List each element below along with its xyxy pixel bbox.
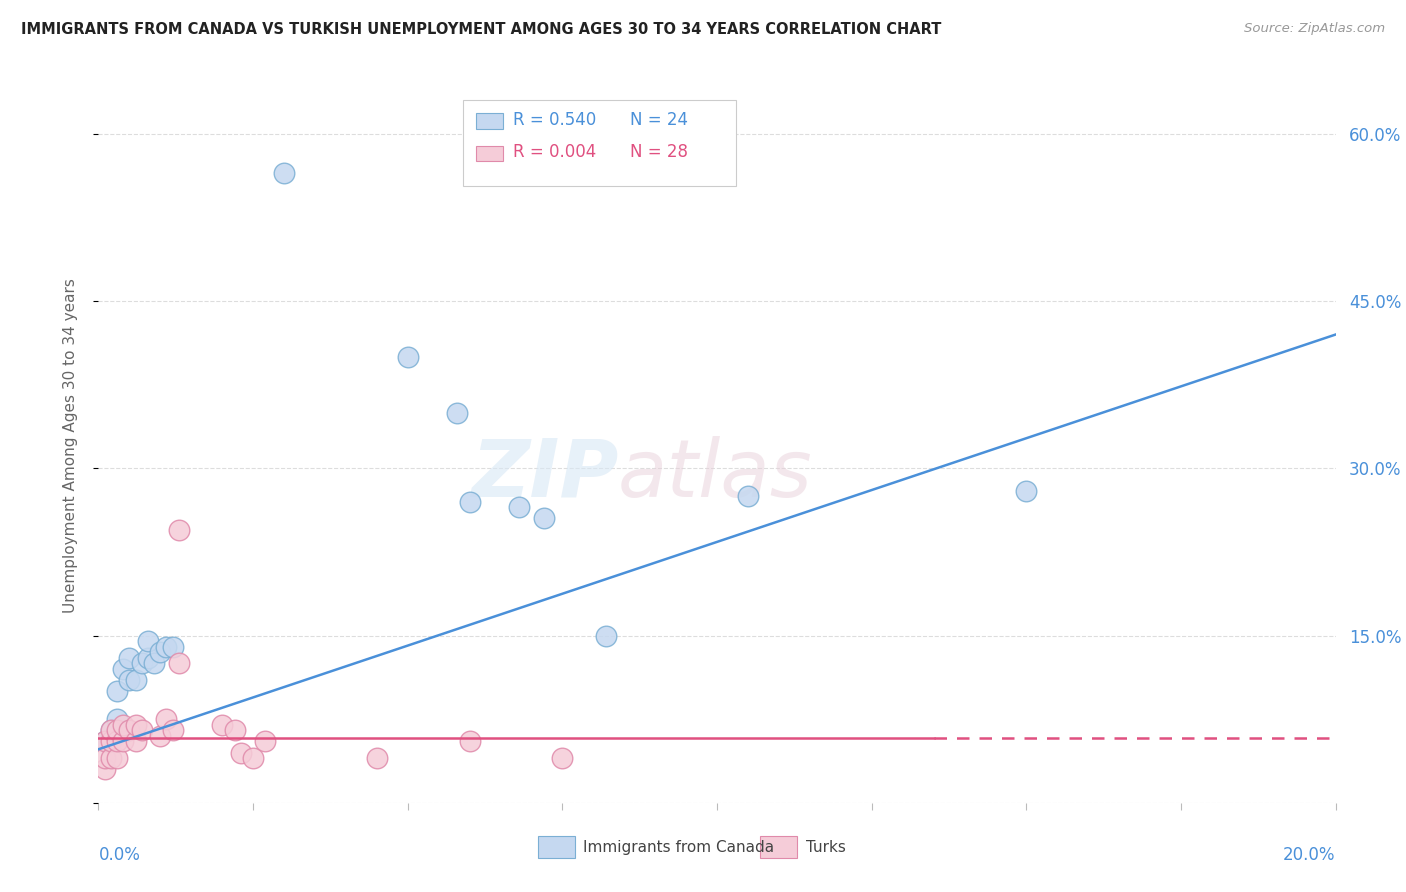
Point xyxy=(105,712,128,726)
Point xyxy=(105,723,128,738)
Text: 0.0%: 0.0% xyxy=(98,846,141,863)
Text: N = 28: N = 28 xyxy=(630,143,689,161)
FancyBboxPatch shape xyxy=(475,113,503,129)
Point xyxy=(533,511,555,525)
Text: R = 0.540: R = 0.540 xyxy=(513,111,596,128)
Point xyxy=(149,645,172,659)
Point xyxy=(155,640,177,654)
Point xyxy=(595,628,617,642)
Point xyxy=(118,723,141,738)
Point xyxy=(112,734,135,748)
Point xyxy=(458,734,481,748)
Point xyxy=(93,762,115,776)
Point xyxy=(136,651,159,665)
Point xyxy=(124,734,146,748)
Point xyxy=(93,734,115,748)
Point xyxy=(105,684,128,698)
Text: ZIP: ZIP xyxy=(471,435,619,514)
Text: Turks: Turks xyxy=(806,839,846,855)
Point xyxy=(131,657,153,671)
Point xyxy=(396,350,419,364)
Point xyxy=(224,723,246,738)
Point xyxy=(100,723,122,738)
Text: IMMIGRANTS FROM CANADA VS TURKISH UNEMPLOYMENT AMONG AGES 30 TO 34 YEARS CORRELA: IMMIGRANTS FROM CANADA VS TURKISH UNEMPL… xyxy=(21,22,942,37)
Point xyxy=(273,166,295,180)
Point xyxy=(136,634,159,648)
Point xyxy=(100,723,122,738)
Point xyxy=(118,673,141,687)
Text: Immigrants from Canada: Immigrants from Canada xyxy=(583,839,775,855)
Point xyxy=(93,734,115,748)
Point xyxy=(366,751,388,765)
FancyBboxPatch shape xyxy=(464,100,735,186)
Point xyxy=(155,712,177,726)
Text: R = 0.004: R = 0.004 xyxy=(513,143,596,161)
Point xyxy=(112,662,135,676)
Point xyxy=(112,717,135,731)
Point xyxy=(124,673,146,687)
Text: Source: ZipAtlas.com: Source: ZipAtlas.com xyxy=(1244,22,1385,36)
Point xyxy=(100,734,122,748)
Point xyxy=(551,751,574,765)
Point xyxy=(211,717,233,731)
Point xyxy=(124,717,146,731)
Point xyxy=(162,723,184,738)
FancyBboxPatch shape xyxy=(761,837,797,858)
Point xyxy=(737,489,759,503)
Point xyxy=(254,734,277,748)
Point xyxy=(242,751,264,765)
Point xyxy=(458,494,481,508)
Point xyxy=(131,723,153,738)
Point xyxy=(167,657,190,671)
Point xyxy=(162,640,184,654)
Point xyxy=(508,500,530,515)
Point xyxy=(118,651,141,665)
Text: atlas: atlas xyxy=(619,435,813,514)
Point xyxy=(167,523,190,537)
FancyBboxPatch shape xyxy=(475,145,503,161)
Point xyxy=(1015,483,1038,498)
Point xyxy=(93,751,115,765)
Point xyxy=(100,751,122,765)
Point xyxy=(149,729,172,743)
FancyBboxPatch shape xyxy=(537,837,575,858)
Point xyxy=(105,734,128,748)
Point xyxy=(105,751,128,765)
Point xyxy=(143,657,166,671)
Point xyxy=(446,405,468,420)
Text: N = 24: N = 24 xyxy=(630,111,689,128)
Y-axis label: Unemployment Among Ages 30 to 34 years: Unemployment Among Ages 30 to 34 years xyxy=(63,278,77,614)
Point xyxy=(229,746,252,760)
Text: 20.0%: 20.0% xyxy=(1284,846,1336,863)
